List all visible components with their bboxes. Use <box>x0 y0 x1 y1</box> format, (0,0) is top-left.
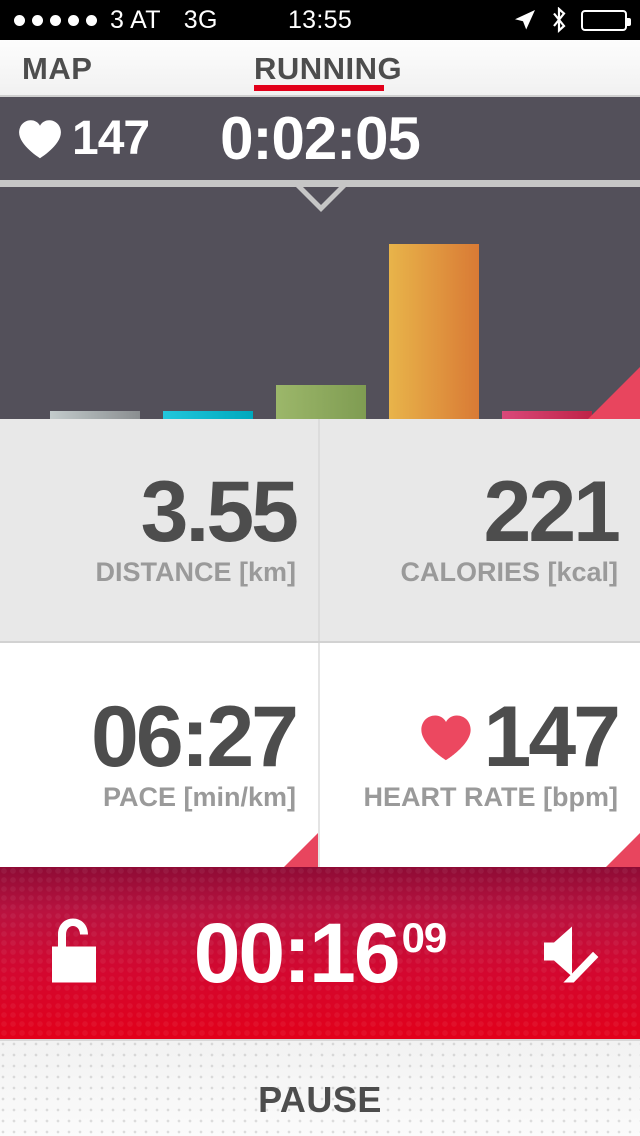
status-bar-left: 3 AT 3G <box>0 6 218 35</box>
pause-button-label: PAUSE <box>258 1078 382 1120</box>
lap-timer-fraction: 09 <box>401 914 448 961</box>
metric-distance-value-line: 3.55 <box>140 463 299 560</box>
active-tab-indicator <box>254 85 384 91</box>
metric-heart-rate-value: 147 <box>483 688 621 785</box>
location-arrow-icon <box>513 8 537 32</box>
tab-bar: MAP RUNNING <box>0 40 640 97</box>
heart-rate-zone-chart[interactable]: 147 0:02:05 <box>0 97 640 419</box>
tab-map[interactable]: MAP <box>22 40 92 97</box>
heart-icon <box>420 715 471 761</box>
metric-pace[interactable]: 06:27 PACE [min/km] <box>0 643 320 867</box>
metrics-row-top: 3.55 DISTANCE [km] 221 CALORIES [kcal] <box>0 419 640 643</box>
metric-distance[interactable]: 3.55 DISTANCE [km] <box>0 419 320 641</box>
heart-rate-badge: 147 <box>0 111 150 166</box>
metric-calories-value-line: 221 <box>483 463 621 560</box>
session-header: 147 0:02:05 <box>0 97 640 180</box>
status-bar-right <box>513 7 631 33</box>
carrier-label: 3 AT <box>110 5 161 34</box>
metric-heart-rate-label: HEART RATE [bpm] <box>363 782 618 813</box>
chart-bar-zone3 <box>276 385 366 419</box>
metric-calories-label: CALORIES [kcal] <box>400 557 618 588</box>
metrics-grid: 3.55 DISTANCE [km] 221 CALORIES [kcal] 0… <box>0 419 640 867</box>
battery-icon <box>581 9 631 31</box>
chart-bar-zone1 <box>50 411 140 419</box>
metric-heart-rate-corner-accent <box>606 833 640 867</box>
heart-icon <box>19 119 61 158</box>
signal-strength-icon <box>14 14 97 26</box>
status-bar: 3 AT 3G 13:55 <box>0 0 640 40</box>
tab-running[interactable]: RUNNING <box>254 40 402 97</box>
chart-baseline-rule <box>0 180 640 187</box>
lap-timer: 00:16 09 <box>193 906 448 1000</box>
metric-pace-label: PACE [min/km] <box>102 782 296 813</box>
bluetooth-icon <box>550 7 568 33</box>
chart-bar-zone2 <box>163 411 253 419</box>
metric-pace-value: 06:27 <box>91 688 299 785</box>
metric-pace-corner-accent <box>284 833 318 867</box>
header-heart-rate-value: 147 <box>72 112 150 165</box>
pause-button[interactable]: PAUSE <box>0 1039 640 1136</box>
chart-bar-zone4 <box>389 244 479 419</box>
metric-distance-label: DISTANCE [km] <box>95 557 296 588</box>
metric-distance-value: 3.55 <box>140 463 299 560</box>
metric-calories-value: 221 <box>483 463 621 560</box>
status-bar-clock: 13:55 <box>287 5 353 34</box>
metric-heart-rate[interactable]: 147 HEART RATE [bpm] <box>320 643 640 867</box>
chart-bar-zone5 <box>502 411 592 419</box>
tab-map-label: MAP <box>22 50 93 86</box>
metric-calories[interactable]: 221 CALORIES [kcal] <box>320 419 640 641</box>
chart-bars <box>0 187 640 419</box>
tab-running-label: RUNNING <box>254 50 403 86</box>
unlock-icon[interactable] <box>42 915 104 992</box>
session-elapsed-timer: 0:02:05 <box>220 105 421 172</box>
chart-corner-accent <box>588 367 640 419</box>
lap-timer-main: 00:16 <box>193 906 401 1000</box>
network-type-label: 3G <box>183 5 218 34</box>
metric-heart-rate-value-line: 147 <box>420 688 621 785</box>
metrics-row-bottom: 06:27 PACE [min/km] 147 HEART RATE [bpm] <box>0 643 640 867</box>
metric-pace-value-line: 06:27 <box>91 688 299 785</box>
lap-action-bar: 00:16 09 <box>0 867 640 1068</box>
chevron-down-icon <box>296 180 346 212</box>
speaker-mute-icon[interactable] <box>538 919 602 1002</box>
